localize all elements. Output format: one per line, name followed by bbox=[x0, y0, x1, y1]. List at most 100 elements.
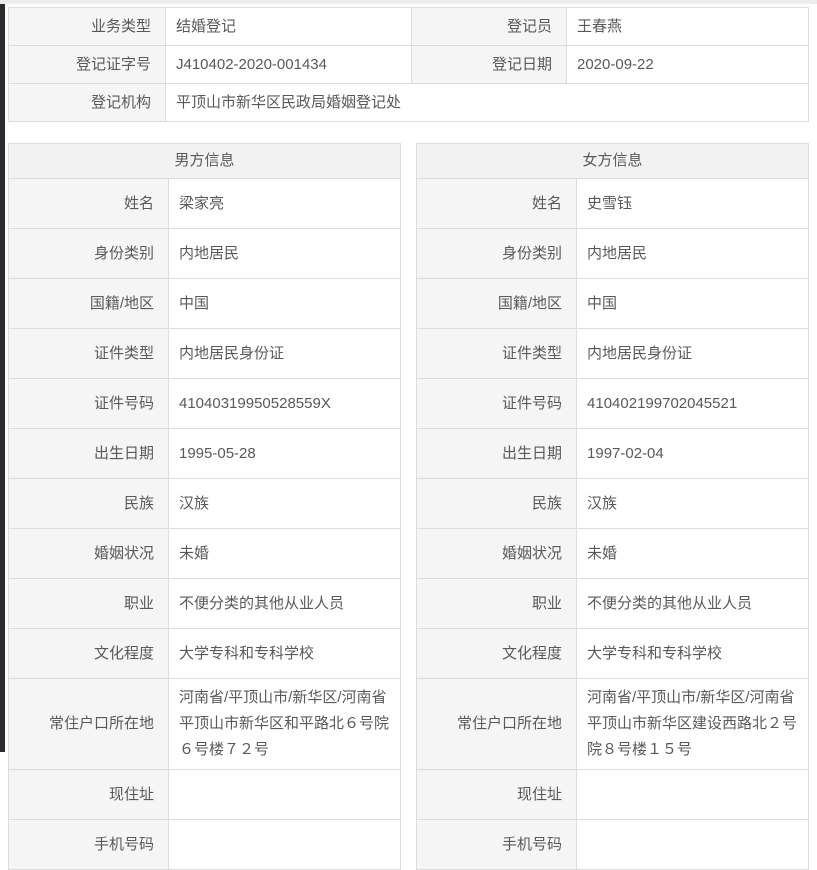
person-field-row: 出生日期 1997-02-04 bbox=[416, 428, 810, 479]
registrar-label: 登记员 bbox=[411, 7, 567, 46]
person-field-row: 国籍/地区 中国 bbox=[416, 278, 810, 329]
male-info-table: 男方信息 姓名 梁家亮 身份类别 内地居民 国籍/地区 中国 证件类型 内地居民身份证 证件号码… bbox=[7, 143, 402, 870]
field-value: 未婚 bbox=[576, 528, 810, 579]
field-label: 现住址 bbox=[8, 769, 169, 820]
field-label: 手机号码 bbox=[416, 819, 578, 870]
reg-date-label: 登记日期 bbox=[411, 45, 567, 84]
field-label: 证件号码 bbox=[416, 378, 578, 429]
person-field-row: 证件类型 内地居民身份证 bbox=[416, 328, 810, 379]
person-field-row: 文化程度 大学专科和专科学校 bbox=[8, 628, 402, 679]
person-field-row: 姓名 梁家亮 bbox=[8, 178, 402, 229]
person-field-row: 职业 不便分类的其他从业人员 bbox=[8, 578, 402, 629]
person-field-row: 常住户口所在地 河南省/平顶山市/新华区/河南省平顶山市新华区建设西路北２号院８号… bbox=[416, 678, 810, 770]
person-field-row: 身份类别 内地居民 bbox=[8, 228, 402, 279]
field-value: 大学专科和专科学校 bbox=[167, 628, 402, 679]
registration-summary-table: 业务类型 结婚登记 登记员 王春燕 登记证字号 J410402-2020-001… bbox=[8, 7, 809, 122]
field-label: 婚姻状况 bbox=[416, 528, 578, 579]
field-value: 梁家亮 bbox=[167, 178, 402, 229]
person-field-row: 证件号码 410402199702045521 bbox=[416, 378, 810, 429]
summary-row-certificate: 登记证字号 J410402-2020-001434 登记日期 2020-09-2… bbox=[8, 45, 809, 84]
field-label: 身份类别 bbox=[416, 228, 578, 279]
field-label: 证件号码 bbox=[8, 378, 169, 429]
cert-no-label: 登记证字号 bbox=[8, 45, 166, 84]
person-field-row: 证件号码 41040319950528559X bbox=[8, 378, 402, 429]
marriage-registration-record: 业务类型 结婚登记 登记员 王春燕 登记证字号 J410402-2020-001… bbox=[7, 7, 810, 870]
field-label: 证件类型 bbox=[8, 328, 169, 379]
window-edge-bar bbox=[0, 4, 5, 752]
field-label: 身份类别 bbox=[8, 228, 169, 279]
field-value bbox=[576, 819, 810, 870]
business-type-label: 业务类型 bbox=[8, 7, 166, 46]
field-value: 1997-02-04 bbox=[576, 428, 810, 479]
female-info-table: 女方信息 姓名 史雪钰 身份类别 内地居民 国籍/地区 中国 证件类型 内地居民身份证 证件号码… bbox=[416, 143, 810, 870]
person-field-row: 手机号码 bbox=[8, 819, 402, 870]
person-field-row: 文化程度 大学专科和专科学校 bbox=[416, 628, 810, 679]
field-value: 大学专科和专科学校 bbox=[576, 628, 810, 679]
person-field-row: 常住户口所在地 河南省/平顶山市/新华区/河南省平顶山市新华区和平路北６号院６号楼… bbox=[8, 678, 402, 770]
person-field-row: 姓名 史雪钰 bbox=[416, 178, 810, 229]
person-field-row: 国籍/地区 中国 bbox=[8, 278, 402, 329]
person-field-row: 职业 不便分类的其他从业人员 bbox=[416, 578, 810, 629]
field-label: 姓名 bbox=[8, 178, 169, 229]
field-value: 不便分类的其他从业人员 bbox=[167, 578, 402, 629]
person-field-row: 证件类型 内地居民身份证 bbox=[8, 328, 402, 379]
field-value: 史雪钰 bbox=[576, 178, 810, 229]
field-label: 民族 bbox=[8, 478, 169, 529]
field-value bbox=[167, 819, 402, 870]
cert-no-value: J410402-2020-001434 bbox=[165, 45, 412, 84]
person-field-row: 身份类别 内地居民 bbox=[416, 228, 810, 279]
field-label: 文化程度 bbox=[416, 628, 578, 679]
agency-label: 登记机构 bbox=[8, 83, 166, 122]
person-info-section: 男方信息 姓名 梁家亮 身份类别 内地居民 国籍/地区 中国 证件类型 内地居民身份证 证件号码… bbox=[7, 143, 810, 870]
field-value: 未婚 bbox=[167, 528, 402, 579]
field-value: 内地居民 bbox=[576, 228, 810, 279]
field-label: 常住户口所在地 bbox=[8, 678, 169, 770]
field-value bbox=[167, 769, 402, 820]
field-value: 内地居民身份证 bbox=[167, 328, 402, 379]
field-value: 不便分类的其他从业人员 bbox=[576, 578, 810, 629]
field-label: 民族 bbox=[416, 478, 578, 529]
female-info-title: 女方信息 bbox=[416, 143, 810, 179]
field-label: 国籍/地区 bbox=[416, 278, 578, 329]
registrar-value: 王春燕 bbox=[566, 7, 809, 46]
field-value: 1995-05-28 bbox=[167, 428, 402, 479]
field-label: 职业 bbox=[8, 578, 169, 629]
person-field-row: 手机号码 bbox=[416, 819, 810, 870]
field-label: 国籍/地区 bbox=[8, 278, 169, 329]
field-label: 现住址 bbox=[416, 769, 578, 820]
summary-row-business: 业务类型 结婚登记 登记员 王春燕 bbox=[8, 7, 809, 46]
field-label: 手机号码 bbox=[8, 819, 169, 870]
field-label: 证件类型 bbox=[416, 328, 578, 379]
summary-row-agency: 登记机构 平顶山市新华区民政局婚姻登记处 bbox=[8, 83, 809, 122]
field-label: 常住户口所在地 bbox=[416, 678, 578, 770]
person-field-row: 民族 汉族 bbox=[416, 478, 810, 529]
field-label: 姓名 bbox=[416, 178, 578, 229]
field-label: 婚姻状况 bbox=[8, 528, 169, 579]
field-value: 汉族 bbox=[576, 478, 810, 529]
field-label: 出生日期 bbox=[8, 428, 169, 479]
field-value: 内地居民 bbox=[167, 228, 402, 279]
field-label: 文化程度 bbox=[8, 628, 169, 679]
field-value: 汉族 bbox=[167, 478, 402, 529]
agency-value: 平顶山市新华区民政局婚姻登记处 bbox=[165, 83, 809, 122]
person-field-row: 出生日期 1995-05-28 bbox=[8, 428, 402, 479]
person-field-row: 婚姻状况 未婚 bbox=[416, 528, 810, 579]
field-value: 410402199702045521 bbox=[576, 378, 810, 429]
field-value: 中国 bbox=[576, 278, 810, 329]
person-field-row: 现住址 bbox=[8, 769, 402, 820]
window-top-strip bbox=[0, 0, 817, 4]
male-info-title: 男方信息 bbox=[7, 143, 402, 179]
field-label: 出生日期 bbox=[416, 428, 578, 479]
male-info-header-row: 男方信息 bbox=[7, 143, 402, 179]
reg-date-value: 2020-09-22 bbox=[566, 45, 809, 84]
field-value: 41040319950528559X bbox=[167, 378, 402, 429]
field-value bbox=[576, 769, 810, 820]
field-value: 河南省/平顶山市/新华区/河南省平顶山市新华区建设西路北２号院８号楼１５号 bbox=[576, 678, 810, 770]
field-label: 职业 bbox=[416, 578, 578, 629]
field-value: 内地居民身份证 bbox=[576, 328, 810, 379]
person-field-row: 现住址 bbox=[416, 769, 810, 820]
field-value: 中国 bbox=[167, 278, 402, 329]
person-field-row: 民族 汉族 bbox=[8, 478, 402, 529]
person-field-row: 婚姻状况 未婚 bbox=[8, 528, 402, 579]
business-type-value: 结婚登记 bbox=[165, 7, 412, 46]
